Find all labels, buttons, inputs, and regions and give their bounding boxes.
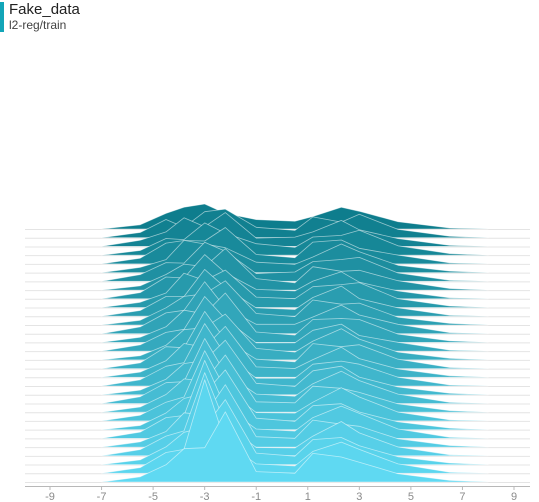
x-tick-label: -3 (200, 491, 210, 502)
card-header: Fake_data l2-reg/train (0, 0, 539, 36)
ridge-series-group (101, 203, 489, 483)
x-tick-label: 1 (305, 491, 311, 502)
x-tick-label: -9 (45, 491, 55, 502)
chart-subtitle: l2-reg/train (9, 18, 67, 32)
chart-title: Fake_data (9, 1, 80, 18)
x-tick-label: -1 (251, 491, 261, 502)
x-tick-label: -5 (148, 491, 158, 502)
x-tick-label: 3 (356, 491, 362, 502)
x-tick-label: 5 (408, 491, 414, 502)
ridge-series-30 (101, 411, 489, 483)
x-tick-label: 9 (511, 491, 517, 502)
x-tick-label: 7 (459, 491, 465, 502)
x-axis: -9 -7 -5 -3 -1 1 3 5 7 9 (25, 486, 530, 502)
x-tick-label: -7 (97, 491, 107, 502)
title-accent-bar (0, 2, 4, 32)
